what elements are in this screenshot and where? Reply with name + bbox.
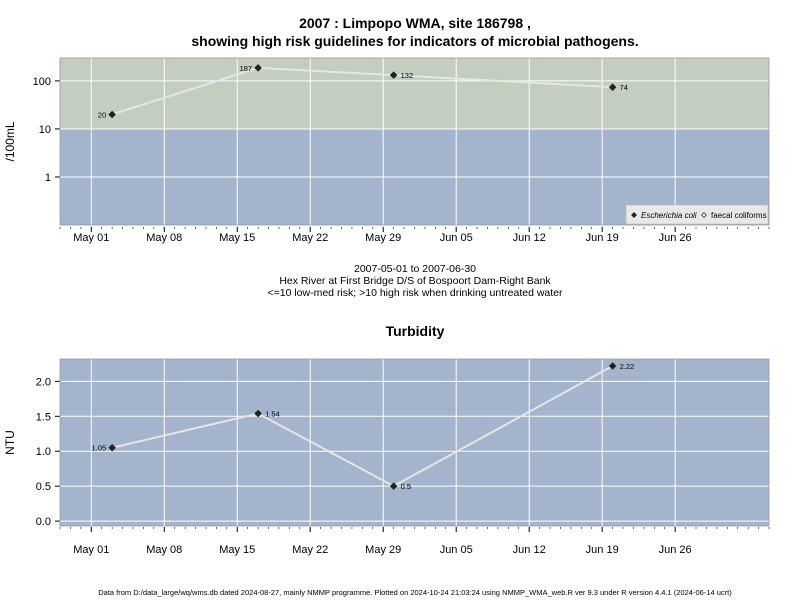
ecoli-data-label: 20 [98,110,106,119]
turbidity-x-tick-label: May 08 [146,544,182,556]
date-range: 2007-05-01 to 2007-06-30 [353,263,476,275]
turbidity-plot-border [59,358,770,527]
turbidity-y-tick-label: 0.5 [36,481,51,493]
ecoli-data-label: 187 [240,64,253,73]
ecoli-x-tick-label: Jun 26 [659,232,692,244]
turbidity-series-line [111,365,614,488]
ecoli-x-tick-label: May 15 [219,232,255,244]
chart-title-line2: showing high risk guidelines for indicat… [191,33,639,49]
ecoli-series-line [111,66,613,116]
ecoli-data-label: 74 [620,83,628,92]
turbidity-x-tick-label: May 29 [365,544,401,556]
ecoli-x-tick-label: Jun 05 [440,232,473,244]
ecoli-y-axis-title: /100mL [3,121,17,161]
site-description: Hex River at First Bridge D/S of Bospoor… [279,275,551,287]
turbidity-x-tick-label: May 01 [73,544,109,556]
ecoli-x-tick-label: Jun 19 [586,232,619,244]
turbidity-x-tick-label: May 22 [292,544,328,556]
ecoli-x-tick-label: May 01 [73,232,109,244]
ecoli-x-tick-label: May 29 [365,232,401,244]
risk-guideline-note: <=10 low-med risk; >10 high risk when dr… [267,287,563,299]
turbidity-data-label: 1.05 [92,444,107,453]
turbidity-data-label: 0.5 [401,482,411,491]
legend-label-ecoli: Escherichia coli [641,211,697,220]
turbidity-data-label: 2.22 [620,362,635,371]
ecoli-y-tick-label: 10 [39,124,51,136]
legend-marker-ecoli [631,212,637,218]
turbidity-data-point [254,409,262,418]
turbidity-y-tick-label: 1.5 [36,411,51,423]
legend-label-faecal: faecal coliforms [711,211,767,220]
turbidity-y-axis-title: NTU [3,430,17,455]
turbidity-y-tick-label: 2.0 [36,376,51,388]
turbidity-y-tick-label: 0.0 [36,516,51,528]
ecoli-x-tick-label: Jun 12 [513,232,546,244]
chart-title: 2007 : Limpopo WMA, site 186798 , showin… [0,14,800,50]
legend-marker-faecal [701,212,707,218]
turbidity-plot-background [60,359,769,526]
ecoli-data-point [389,71,398,79]
ecoli-x-tick-label: May 08 [146,232,182,244]
ecoli-plot-border [59,57,770,226]
ecoli-data-point [608,83,617,91]
chart-title-line1: 2007 : Limpopo WMA, site 186798 , [299,15,531,31]
legend-box [625,204,769,225]
ecoli-data-point [254,64,262,72]
turbidity-y-tick-label: 1.0 [36,446,51,458]
ecoli-y-tick-label: 1 [45,172,51,184]
chart-subtitle: 2007-05-01 to 2007-06-30 Hex River at Fi… [0,263,800,299]
turbidity-x-tick-label: Jun 12 [513,544,546,556]
turbidity-x-tick-label: Jun 05 [440,544,473,556]
turbidity-data-label: 1.54 [265,410,280,419]
ecoli-x-tick-label: May 22 [292,232,328,244]
ecoli-data-point [108,110,116,119]
turbidity-data-point [389,482,398,490]
ecoli-y-tick-label: 100 [33,76,51,88]
turbidity-data-point [608,362,617,370]
high-risk-band [60,58,769,129]
turbidity-x-tick-label: Jun 26 [659,544,692,556]
turbidity-chart-title: Turbidity [385,323,445,339]
turbidity-x-tick-label: Jun 19 [586,544,619,556]
turbidity-data-point [108,443,116,452]
turbidity-x-tick-label: May 15 [219,544,255,556]
ecoli-data-label: 132 [401,71,414,80]
data-source-footer: Data from D:/data_large/wq/wms.db dated … [98,588,732,597]
